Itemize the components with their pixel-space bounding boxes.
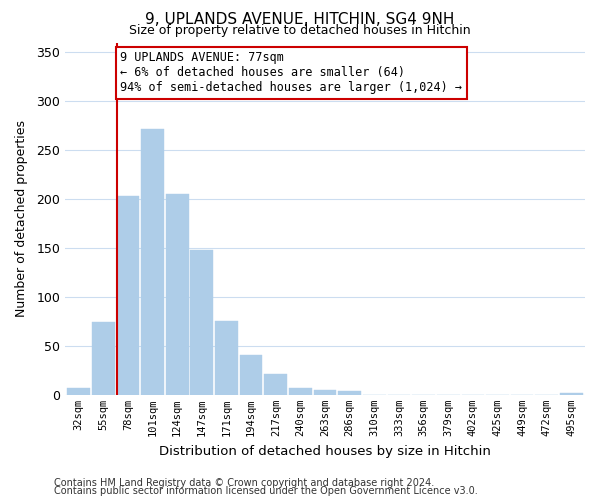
Bar: [338, 390, 361, 394]
Bar: [141, 128, 164, 394]
Text: 9 UPLANDS AVENUE: 77sqm
← 6% of detached houses are smaller (64)
94% of semi-det: 9 UPLANDS AVENUE: 77sqm ← 6% of detached…: [120, 52, 462, 94]
X-axis label: Distribution of detached houses by size in Hitchin: Distribution of detached houses by size …: [159, 444, 491, 458]
Bar: [190, 250, 213, 394]
Bar: [215, 321, 238, 394]
Text: Contains public sector information licensed under the Open Government Licence v3: Contains public sector information licen…: [54, 486, 478, 496]
Bar: [92, 322, 115, 394]
Text: Size of property relative to detached houses in Hitchin: Size of property relative to detached ho…: [129, 24, 471, 37]
Bar: [560, 392, 583, 394]
Bar: [240, 356, 262, 395]
Bar: [314, 390, 337, 394]
Bar: [289, 388, 312, 394]
Text: 9, UPLANDS AVENUE, HITCHIN, SG4 9NH: 9, UPLANDS AVENUE, HITCHIN, SG4 9NH: [145, 12, 455, 28]
Bar: [116, 196, 139, 394]
Bar: [67, 388, 90, 394]
Y-axis label: Number of detached properties: Number of detached properties: [15, 120, 28, 317]
Text: Contains HM Land Registry data © Crown copyright and database right 2024.: Contains HM Land Registry data © Crown c…: [54, 478, 434, 488]
Bar: [166, 194, 188, 394]
Bar: [265, 374, 287, 394]
